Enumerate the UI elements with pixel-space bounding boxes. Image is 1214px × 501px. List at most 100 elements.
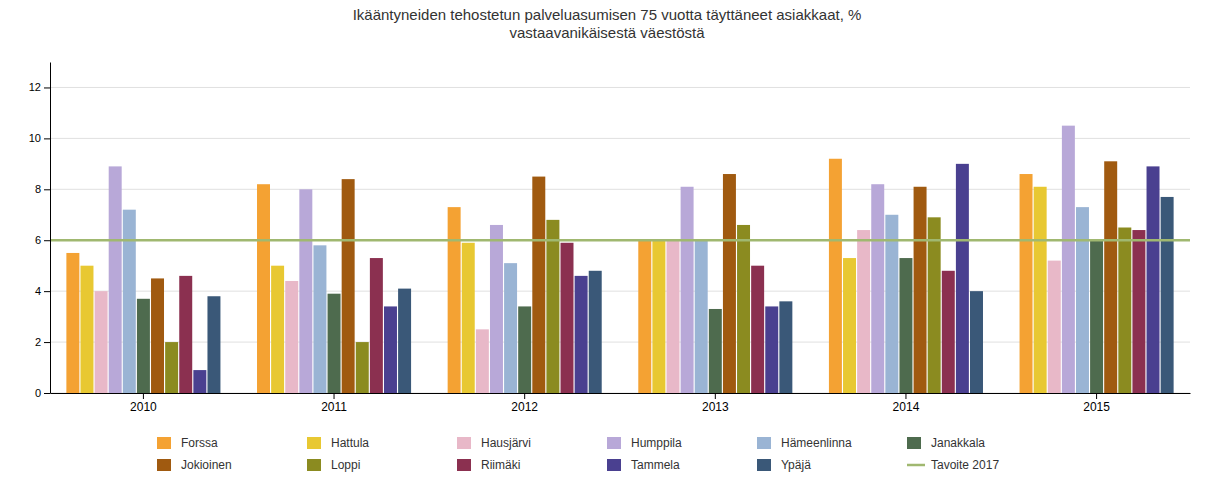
bar <box>518 306 531 393</box>
x-tick-mark <box>715 393 716 399</box>
y-tick-mark <box>44 138 50 139</box>
x-tick-mark <box>1096 393 1097 399</box>
bar <box>1048 261 1061 393</box>
legend-label: Hämeenlinna <box>781 436 852 450</box>
bar-series <box>123 207 1089 393</box>
bar <box>970 291 983 393</box>
y-axis-line <box>50 63 51 394</box>
bar <box>737 225 750 393</box>
bar <box>137 299 150 393</box>
grid-line <box>50 393 1190 394</box>
y-tick: 0 <box>35 387 50 399</box>
legend-item: Hausjärvi <box>457 436 531 450</box>
legend-label: Tammela <box>631 458 680 472</box>
legend-swatch <box>457 437 471 449</box>
legend-item: Jokioinen <box>157 458 232 472</box>
legend-swatch <box>157 437 171 449</box>
bar <box>1132 230 1145 393</box>
bar <box>313 245 326 393</box>
legend-item: Riimäki <box>457 458 520 472</box>
bar <box>1147 166 1160 393</box>
bar <box>179 276 192 393</box>
bar-series <box>109 126 1075 393</box>
legend-label: Janakkala <box>931 436 985 450</box>
bar <box>709 309 722 393</box>
bar <box>271 266 284 393</box>
bar <box>1020 174 1033 393</box>
bar <box>575 276 588 393</box>
bar <box>151 278 164 393</box>
bar <box>546 220 559 393</box>
y-tick: 10 <box>29 132 50 144</box>
bar <box>765 306 778 393</box>
grid-line <box>50 138 1190 139</box>
legend-swatch <box>457 459 471 471</box>
legend-label: Forssa <box>181 436 218 450</box>
bar <box>1034 187 1047 393</box>
legend-item: Janakkala <box>907 436 985 450</box>
grid-line <box>50 87 1190 88</box>
bar <box>652 240 665 393</box>
legend-item: Hämeenlinna <box>757 436 852 450</box>
bar <box>356 342 369 393</box>
title-line: Ikääntyneiden tehostetun palveluasumisen… <box>353 6 862 23</box>
bar <box>257 184 270 393</box>
bar <box>448 207 461 393</box>
x-tick: 2013 <box>702 393 729 414</box>
y-tick-mark <box>44 240 50 241</box>
bar <box>207 296 220 393</box>
bar <box>342 179 355 393</box>
bar <box>109 166 122 393</box>
x-tick: 2011 <box>321 393 347 414</box>
bar <box>1161 197 1174 393</box>
bar <box>384 306 397 393</box>
bar <box>956 164 969 393</box>
legend-item: Tavoite 2017 <box>907 458 999 472</box>
y-tick: 6 <box>35 234 50 246</box>
bar <box>193 370 206 393</box>
y-tick: 8 <box>35 183 50 195</box>
legend-item: Loppi <box>307 458 360 472</box>
grid-line <box>50 240 1190 241</box>
legend-swatch <box>907 437 921 449</box>
bar <box>1090 240 1103 393</box>
bar <box>667 240 680 393</box>
bar <box>1062 126 1075 393</box>
x-tick-label: 2013 <box>702 400 729 414</box>
bar <box>476 329 489 393</box>
bar <box>504 263 517 393</box>
y-tick-mark <box>44 189 50 190</box>
legend-swatch <box>907 464 925 467</box>
legend-label: Riimäki <box>481 458 520 472</box>
legend-label: Jokioinen <box>181 458 232 472</box>
x-tick-label: 2012 <box>511 400 538 414</box>
y-tick-label: 4 <box>35 285 41 297</box>
legend-item: Tammela <box>607 458 680 472</box>
legend-swatch <box>157 459 171 471</box>
bar <box>462 243 475 393</box>
x-axis: 201020112012201320142015 <box>51 393 1191 414</box>
x-tick-label: 2011 <box>321 400 347 414</box>
bar <box>398 289 411 393</box>
x-tick: 2010 <box>130 393 157 414</box>
bar <box>829 159 842 393</box>
x-tick-label: 2015 <box>1083 400 1110 414</box>
bar <box>95 291 108 393</box>
legend-item: Hattula <box>307 436 369 450</box>
y-tick-label: 8 <box>35 183 41 195</box>
bar <box>681 187 694 393</box>
y-tick-label: 0 <box>35 387 41 399</box>
bar <box>532 177 545 393</box>
x-tick-mark <box>905 393 906 399</box>
legend-swatch <box>757 459 771 471</box>
plot: 024681012201020112012201320142015 <box>29 63 1191 414</box>
grid <box>50 87 1190 393</box>
bar <box>1104 161 1117 393</box>
title-line: vastaavanikäisestä väestöstä <box>509 24 705 41</box>
title: Ikääntyneiden tehostetun palveluasumisen… <box>353 6 862 41</box>
bar-series <box>80 187 1046 393</box>
bar <box>561 243 574 393</box>
bar-series <box>179 230 1145 393</box>
bar-series <box>193 164 1159 393</box>
bar <box>638 240 651 393</box>
